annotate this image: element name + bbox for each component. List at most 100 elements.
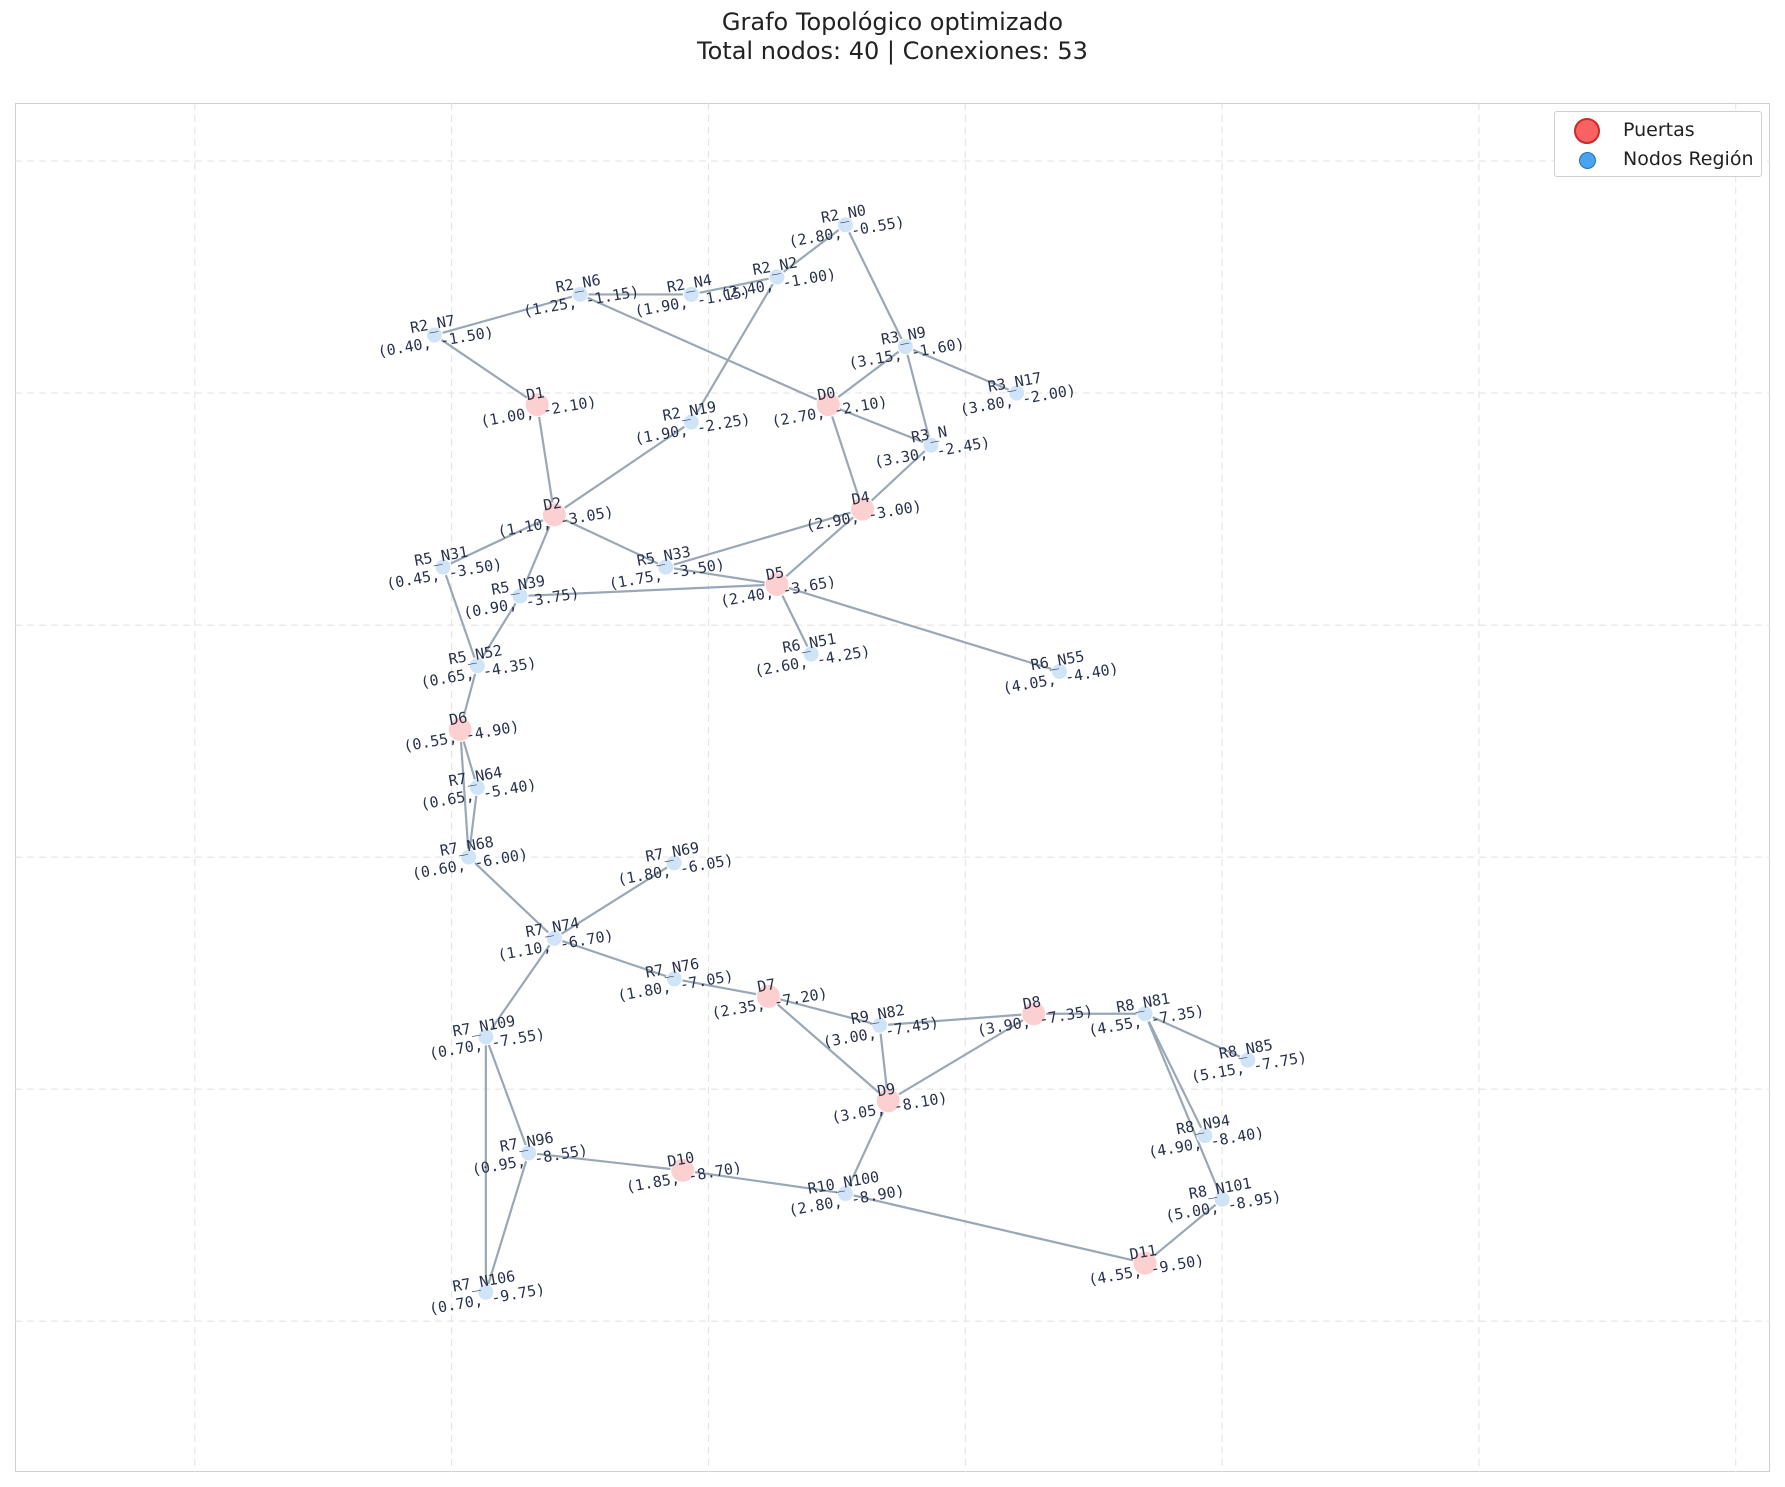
edge-R2_N2-R2_N19: [690, 275, 779, 424]
legend-region-marker: [1579, 152, 1596, 169]
door-node-D5: [764, 571, 790, 597]
edge-D2-R5_N39: [518, 513, 556, 598]
region-node-R7_N74: [545, 929, 563, 947]
legend-label-regions: Nodos Región: [1623, 148, 1754, 170]
node-label-R8_N81: R8_N81(4.55, -7.35): [1087, 989, 1206, 1039]
node-label-D8: D8(3.90, -7.35): [976, 992, 1095, 1039]
node-label-R7_N76: R7_N76(1.80, -7.05): [616, 955, 735, 1005]
region-node-R9_N82: [871, 1016, 889, 1034]
door-node-D2: [541, 502, 567, 528]
region-node-R3_N: [922, 436, 940, 454]
edge-R7_N69-R7_N74: [553, 861, 676, 940]
edge-R9_N82-D8: [878, 1012, 1035, 1027]
node-id-D0: D0: [816, 383, 837, 404]
edge-R10_N100-D11: [844, 1192, 1147, 1265]
node-label-R3_N17: R3_N17(3.80, -2.00): [958, 369, 1077, 419]
edge-R2_N0-R3_N9: [844, 223, 907, 348]
legend: Puertas Nodos Región: [1554, 111, 1762, 177]
edge-D4-R3_N: [861, 444, 933, 511]
region-node-R6_N51: [802, 645, 820, 663]
edge-R2_N6-R2_N7: [433, 293, 582, 337]
region-node-R7_N64: [468, 779, 486, 796]
region-node-R3_N9: [896, 338, 914, 356]
edge-R3_N9-D0: [827, 345, 907, 406]
edge-R7_N64-R7_N68: [467, 786, 479, 859]
node-label-D1: D1(1.00, -2.10): [479, 383, 598, 430]
node-id-D7: D7: [756, 975, 777, 996]
region-node-R2_N19: [682, 413, 700, 431]
edge-D7-D9: [767, 995, 890, 1102]
door-node-D1: [524, 392, 550, 418]
node-label-R7_N69: R7_N69(1.80, -6.05): [616, 839, 735, 889]
region-node-R7_N106: [477, 1283, 495, 1301]
node-label-R6_N51: R6_N51(2.60, -4.25): [753, 630, 872, 680]
region-node-R8_N94: [1196, 1127, 1214, 1145]
edge-D2-R5_N31: [441, 513, 556, 569]
edge-R7_N74-R7_N76: [553, 937, 676, 981]
edge-R7_N96-D10: [527, 1151, 684, 1172]
region-node-R7_N76: [665, 970, 683, 988]
node-label-D6: D6(0.55, -4.90): [402, 708, 521, 755]
edge-R2_N6-D0: [578, 293, 830, 406]
door-node-D9: [875, 1088, 901, 1114]
node-label-R2_N6: R2_N6(1.25, -1.15): [522, 271, 641, 321]
region-node-R2_N6: [571, 285, 589, 303]
edge-R10_N100-D9: [844, 1099, 890, 1195]
region-node-R8_N85: [1239, 1051, 1257, 1069]
region-node-R5_N31: [434, 558, 452, 576]
edge-D6-R7_N68: [459, 728, 470, 859]
edge-R8_N81-R8_N85: [1143, 1012, 1249, 1062]
legend-label-doors: Puertas: [1623, 119, 1695, 141]
edge-R2_N2-R2_N4: [690, 275, 779, 296]
edge-D5-R6_N55: [775, 583, 1061, 673]
node-id-D11: D11: [1128, 1241, 1158, 1263]
node-label-D5: D5(2.40, -3.65): [719, 563, 838, 610]
node-label-R2_N19: R2_N19(1.90, -2.25): [633, 398, 752, 448]
node-id-D8: D8: [1021, 992, 1042, 1013]
legend-door-marker: [1574, 118, 1600, 144]
figure-subtitle: Total nodos: 40 | Conexiones: 53: [697, 37, 1088, 65]
node-layer: [425, 216, 1257, 1301]
edge-R5_N39-R5_N52: [476, 594, 522, 667]
edge-R8_N81-R8_N94: [1143, 1012, 1207, 1137]
region-node-R2_N2: [768, 268, 786, 286]
edge-R5_N33-D4: [664, 507, 864, 569]
node-label-R2_N0: R2_N0(2.80, -0.55): [787, 201, 906, 251]
node-label-R5_N52: R5_N52(0.65, -4.35): [419, 641, 538, 691]
door-node-D11: [1132, 1250, 1158, 1276]
node-id-D1: D1: [525, 383, 546, 404]
region-node-R7_N69: [665, 854, 683, 872]
node-label-R10_N100: R10_N100(2.80, -8.90): [787, 1168, 906, 1220]
node-label-R7_N64: R7_N64(0.65, -5.40): [419, 763, 538, 813]
edge-D1-D2: [536, 403, 556, 516]
node-id-D9: D9: [876, 1079, 897, 1100]
label-layer: R2_N0(2.80, -0.55)R2_N2(2.40, -1.00)R2_N…: [376, 201, 1309, 1318]
edge-R7_N109-R7_N96: [484, 1035, 530, 1155]
edge-D10-R10_N100: [681, 1169, 847, 1195]
figure-title: Grafo Topológico optimizado: [721, 8, 1064, 36]
node-label-D4: D4(2.90, -3.00): [804, 488, 923, 535]
edge-R5_N31-R5_N52: [441, 565, 479, 667]
edge-layer: [433, 223, 1249, 1294]
figure-title-block: Grafo Topológico optimizado Total nodos:…: [0, 8, 1785, 66]
node-label-R2_N4: R2_N4(1.90, -1.15): [633, 271, 752, 321]
node-label-R8_N85: R8_N85(5.15, -7.75): [1190, 1036, 1309, 1086]
node-id-D4: D4: [850, 488, 871, 509]
door-node-D7: [755, 983, 781, 1009]
edge-R2_N7-D1: [433, 333, 539, 406]
edge-D0-R3_N: [827, 403, 933, 447]
plot-frame: [15, 103, 1770, 1472]
door-node-D8: [1021, 1001, 1047, 1027]
edge-D5-R6_N51: [775, 583, 813, 656]
edge-R5_N33-D5: [664, 565, 779, 586]
node-label-D9: D9(3.05, -8.10): [830, 1079, 949, 1126]
node-id-D6: D6: [448, 708, 469, 729]
region-node-R5_N33: [657, 558, 675, 576]
edge-D2-R2_N19: [553, 420, 693, 516]
edge-R3_N9-R3_N17: [904, 345, 1018, 395]
node-label-D2: D2(1.10, -3.05): [496, 494, 615, 541]
edge-R7_N74-R7_N109: [484, 937, 556, 1039]
edge-R7_N76-D7: [673, 977, 770, 998]
region-node-R5_N39: [511, 587, 529, 605]
edge-D0-D4: [827, 403, 864, 511]
